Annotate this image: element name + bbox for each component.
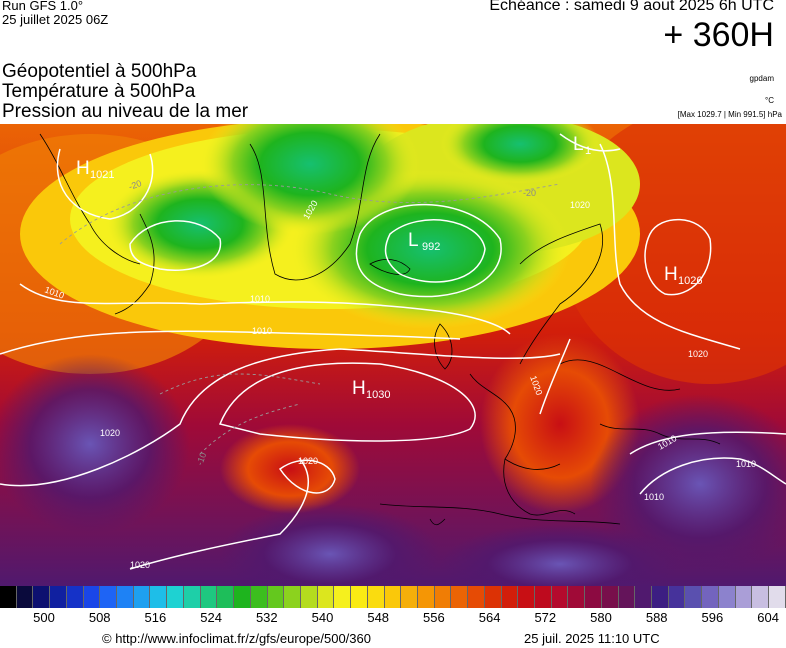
legend-swatch [83,586,101,608]
legend-swatch [568,586,586,608]
legend-swatch [351,586,368,608]
isobar-label: 1020 [130,560,150,570]
legend-swatch [769,586,786,608]
legend-swatch [417,586,435,608]
legend-swatch [284,586,301,608]
legend-swatch [133,586,151,608]
legend-tick-label: 540 [311,610,334,625]
legend-swatch [718,586,736,608]
legend-swatch [334,586,352,608]
legend-swatch [367,586,385,608]
legend-swatch [601,586,619,608]
legend-tick-label: 508 [88,610,111,625]
legend-swatch [451,586,469,608]
legend-swatch [518,586,535,608]
legend-swatch [652,586,669,608]
legend-swatch [384,586,402,608]
legend-swatch [217,586,235,608]
layer-title-geopotential: Géopotentiel à 500hPa [2,61,197,82]
layer-title-temperature: Température à 500hPa [2,81,196,102]
weather-map: H 1021 L 992 H 1026 H 1030 L 1 1020 1010… [0,124,786,586]
legend-swatch [33,586,51,608]
legend-swatch [300,586,318,608]
legend-tick-label: 596 [701,610,724,625]
color-scale-ticks: 500 508 516 524 532 540 548 556 564 572 580 588 596 6… [0,610,786,630]
legend-swatch [535,586,552,608]
isobar-label: 1020 [298,456,318,466]
isobar-label: 1010 [250,294,270,304]
temperature-label: -20 [523,188,536,198]
isobar-label: 1020 [100,428,120,438]
legend-swatch [551,586,569,608]
legend-swatch [501,586,519,608]
legend-swatch [585,586,602,608]
forecast-lead-time: + 360H [663,16,774,54]
isobar-label: 1010 [736,459,756,469]
pressure-center-low: L [408,230,419,251]
legend-tick-label: 580 [590,610,612,625]
legend-swatch [618,586,636,608]
pressure-center-high-value: 1021 [90,169,114,181]
pressure-center-high: H [76,158,90,179]
isobar-label: 1020 [688,349,708,359]
pressure-center-low-value: 992 [422,241,440,253]
legend-swatch [635,586,653,608]
legend-swatch [468,586,485,608]
isobar-label: 1010 [644,492,664,502]
unit-geopotential: gpdam [749,74,774,83]
legend-tick-label: 572 [534,610,557,625]
legend-swatch [117,586,134,608]
isobar-label: 1010 [252,326,272,336]
pressure-center-low-value: 1 [585,145,591,157]
temperature-label: -20 [127,178,143,192]
legend-swatch [150,586,168,608]
legend-swatch [167,586,184,608]
run-label: Run GFS 1.0° [2,0,84,13]
legend-swatch [100,586,118,608]
pressure-extremes: [Max 1029.7 | Min 991.5] hPa [677,110,782,119]
forecast-valid-time: Echéance : samedi 9 aout 2025 6h UTC [489,0,774,14]
legend-swatch [200,586,218,608]
layer-title-pressure: Pression au niveau de la mer [2,101,249,122]
isobar-label: 1020 [570,200,590,210]
pressure-center-high-value: 1026 [678,275,702,287]
legend-swatch [484,586,502,608]
legend-swatch [234,586,251,608]
pressure-center-low: L [573,134,584,155]
legend-swatch [50,586,67,608]
legend-tick-label: 588 [645,610,668,625]
run-date: 25 juillet 2025 06Z [2,12,109,27]
pressure-center-high: H [664,264,678,285]
color-scale-legend [0,586,786,608]
legend-swatch [66,586,84,608]
legend-tick-label: 532 [255,610,278,625]
legend-swatch [735,586,753,608]
legend-tick-label: 524 [200,610,222,625]
legend-tick-label: 604 [757,610,779,625]
legend-tick-label: 500 [33,610,55,625]
legend-swatch [267,586,285,608]
legend-swatch [685,586,703,608]
legend-swatch [317,586,335,608]
source-credit: © http://www.infoclimat.fr/z/gfs/europe/… [102,631,371,646]
legend-swatch [702,586,719,608]
temperature-label: -10 [194,451,208,467]
pressure-center-high: H [352,378,366,399]
legend-swatch [0,586,17,608]
legend-swatch [668,586,686,608]
legend-swatch [401,586,418,608]
legend-tick-label: 516 [144,610,167,625]
unit-temperature: °C [765,96,774,105]
legend-swatch [752,586,770,608]
legend-tick-label: 564 [478,610,501,625]
legend-tick-label: 548 [367,610,390,625]
legend-swatch [250,586,268,608]
legend-swatch [434,586,452,608]
legend-tick-label: 556 [423,610,445,625]
legend-swatch [183,586,201,608]
legend-swatch [16,586,34,608]
pressure-center-high-value: 1030 [366,389,390,401]
generated-time: 25 juil. 2025 11:10 UTC [524,631,660,646]
